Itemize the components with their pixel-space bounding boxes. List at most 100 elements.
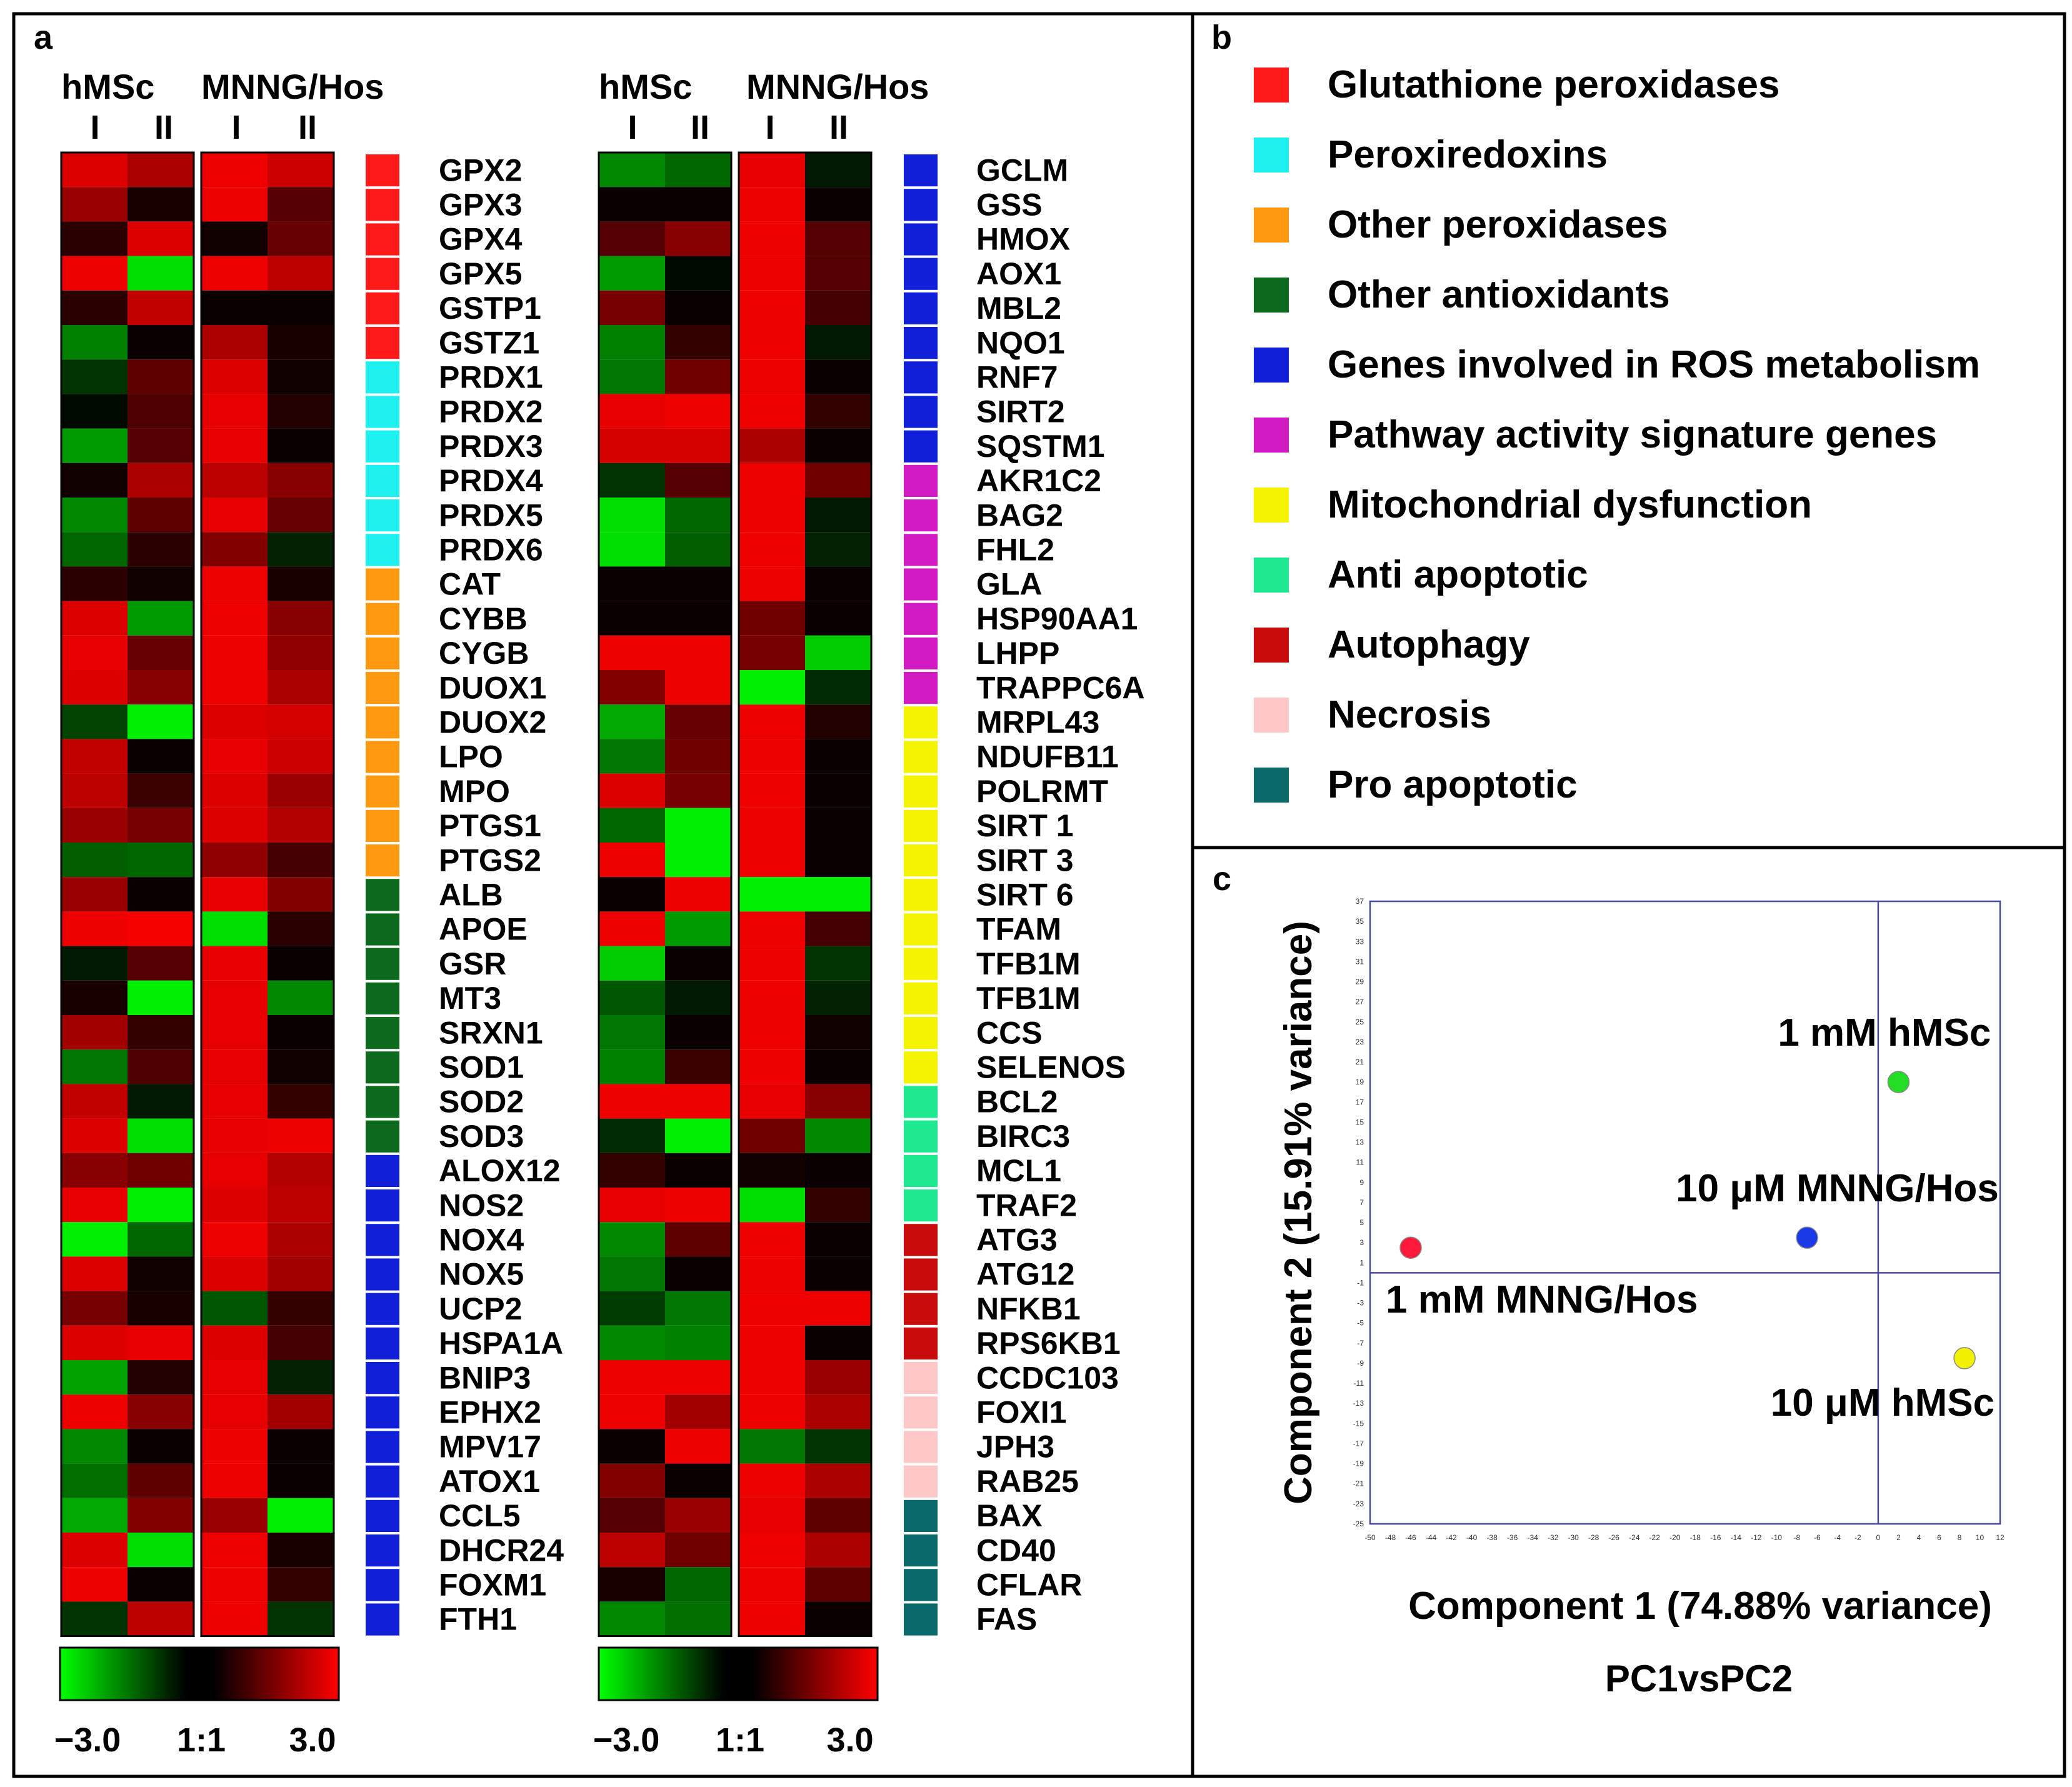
heatmap-cell	[201, 1222, 268, 1257]
pca-points: 1 mM MNNG/Hos 10 μM MNNG/Hos 1 mM hMSc 10 μ…	[1386, 1011, 1999, 1424]
y-tick-label: 17	[1356, 1098, 1364, 1106]
heatmap-cell	[128, 1394, 194, 1429]
heatmap-cell	[665, 463, 731, 498]
gene-label: PRDX5	[439, 498, 543, 533]
heatmap-cell	[599, 1118, 665, 1153]
heatmap-cell	[805, 325, 871, 360]
heatmap-cell	[201, 1153, 268, 1188]
heatmap-cell	[268, 670, 334, 705]
heatmap-cell	[739, 1601, 805, 1636]
x-tick-label: -20	[1669, 1533, 1681, 1542]
y-tick-labels: 373533312927252321191715131197531-1-3-5-…	[1353, 897, 1364, 1528]
heatmap-cell	[599, 359, 665, 394]
y-tick-label: -17	[1353, 1439, 1364, 1448]
heatmap-cell	[61, 911, 128, 946]
category-swatch	[366, 741, 399, 773]
y-tick-label: -3	[1357, 1299, 1364, 1308]
heatmap-cell	[61, 1394, 128, 1429]
gene-label: ATG3	[976, 1222, 1058, 1257]
category-swatch	[366, 672, 399, 704]
heatmap-cell	[805, 1084, 871, 1119]
gene-label: SOD3	[439, 1119, 524, 1154]
y-tick-label: 5	[1359, 1218, 1364, 1227]
gene-label: TRAPPC6A	[976, 670, 1144, 705]
heatmap-cell	[805, 911, 871, 946]
legend-swatch	[1254, 698, 1289, 733]
heatmap-cell	[128, 1325, 194, 1360]
category-swatch	[904, 1396, 938, 1429]
heatmap-cell	[201, 325, 268, 360]
heatmap-cell	[128, 1360, 194, 1395]
gene-label: SIRT 3	[976, 843, 1074, 878]
legend-label: Other antioxidants	[1328, 273, 1670, 316]
y-tick-label: 11	[1356, 1158, 1364, 1167]
gene-label: NOS2	[439, 1188, 524, 1223]
category-swatch	[366, 1327, 399, 1359]
heatmap-cell	[201, 843, 268, 878]
heatmap-cell	[268, 359, 334, 394]
heatmap-cell	[599, 1188, 665, 1223]
heatmap-cell	[268, 911, 334, 946]
heatmap-cell	[599, 670, 665, 705]
heatmap-cell	[739, 1360, 805, 1395]
category-swatch	[904, 948, 938, 980]
heatmap-cell	[201, 256, 268, 291]
heatmap-cell	[268, 153, 334, 188]
heatmap-cell	[739, 911, 805, 946]
gene-label: SELENOS	[976, 1049, 1126, 1084]
heatmap-cell	[128, 1498, 194, 1533]
category-swatch	[366, 154, 399, 187]
heatmap-cell	[599, 221, 665, 256]
heatmap-cell	[599, 1567, 665, 1602]
legend-label: Mitochondrial dysfunction	[1328, 483, 1812, 526]
category-swatch	[366, 1189, 399, 1222]
gene-label: RPS6KB1	[976, 1326, 1121, 1361]
gene-label: AOX1	[976, 256, 1061, 291]
legend-swatch	[1254, 418, 1289, 453]
heatmap-cell	[665, 1498, 731, 1533]
legend-label: Necrosis	[1328, 693, 1491, 736]
heatmap-cell	[268, 290, 334, 325]
category-swatch	[366, 499, 399, 532]
x-tick-label: 6	[1937, 1533, 1941, 1542]
gene-label: SOD1	[439, 1049, 524, 1084]
heatmap-cell	[739, 498, 805, 533]
x-axis-label: Component 1 (74.88% variance)	[1408, 1584, 1992, 1628]
legend-label: Genes involved in ROS metabolism	[1328, 343, 1980, 386]
x-tick-label: -38	[1486, 1533, 1498, 1542]
heatmap-cell	[201, 704, 268, 739]
scale-max-label: 3.0	[289, 1721, 336, 1759]
gene-label: GCLM	[976, 153, 1068, 188]
heatmap-cell	[268, 1429, 334, 1464]
x-tick-label: -40	[1466, 1533, 1478, 1542]
heatmap-cell	[739, 532, 805, 567]
heatmap-cell	[268, 187, 334, 222]
category-swatch	[904, 1293, 938, 1325]
heatmap-cell	[805, 739, 871, 774]
heatmap-cell	[201, 1360, 268, 1395]
rep-label: I	[90, 109, 99, 146]
heatmap-cell	[665, 325, 731, 360]
heatmap-cell	[599, 1015, 665, 1050]
gene-label: POLRMT	[976, 774, 1108, 809]
category-swatch	[904, 706, 938, 739]
heatmap-cell	[128, 773, 194, 808]
rep-label: II	[691, 109, 709, 146]
heatmap-cell	[128, 739, 194, 774]
gene-label: GSR	[439, 946, 506, 981]
heatmap-cell	[268, 256, 334, 291]
heatmap-cell	[61, 325, 128, 360]
gene-label: RAB25	[976, 1464, 1079, 1499]
heatmap-cell	[128, 463, 194, 498]
x-tick-label: -26	[1609, 1533, 1620, 1542]
legend-swatch	[1254, 488, 1289, 523]
heatmap-cell	[739, 1118, 805, 1153]
gene-label: LPO	[439, 739, 503, 774]
category-swatch	[366, 534, 399, 566]
heatmap-cell	[805, 532, 871, 567]
figure-frame	[12, 12, 2066, 1778]
gene-label: TFAM	[976, 912, 1061, 947]
heatmap-cell	[599, 153, 665, 188]
heatmap-cell	[128, 1118, 194, 1153]
heatmap-cell	[665, 1188, 731, 1223]
